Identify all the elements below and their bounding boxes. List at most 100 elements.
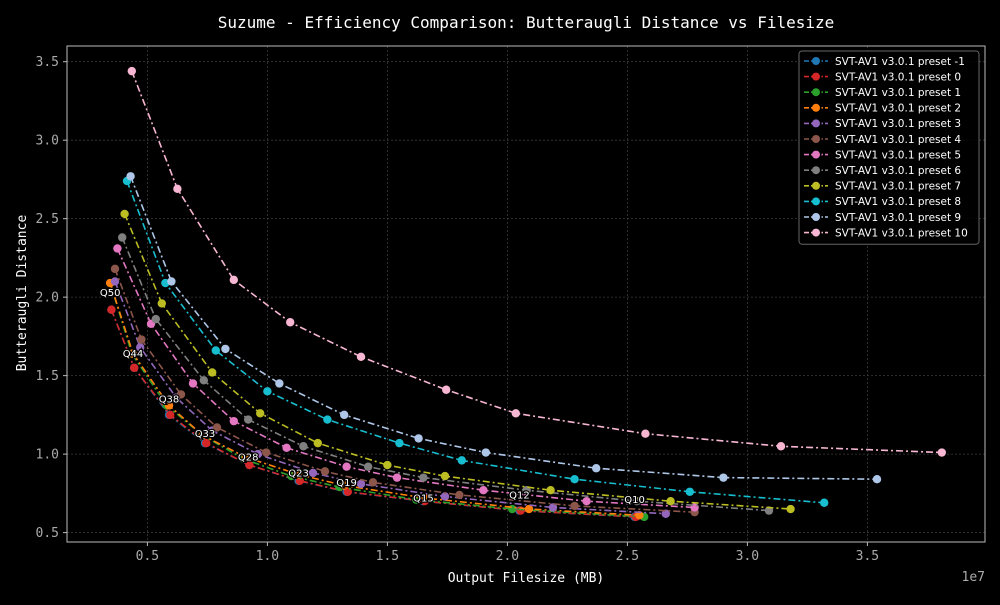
data-point [419,473,428,482]
data-point [522,486,531,495]
data-point [275,379,284,388]
data-point [245,460,254,470]
data-point [442,385,451,394]
data-point [421,493,430,503]
legend-entry: SVT-AV1 v3.0.1 preset 4 [804,134,961,146]
data-point [173,184,182,194]
quality-annotation: Q23 [288,468,309,479]
y-tick-label: 1.5 [36,369,59,384]
legend-label: SVT-AV1 v3.0.1 preset 4 [835,134,961,146]
legend-entry: SVT-AV1 v3.0.1 preset 1 [804,87,961,99]
data-point [294,470,303,479]
data-point [244,415,253,424]
legend-entry: SVT-AV1 v3.0.1 preset 0 [804,71,961,83]
data-point [126,172,135,181]
data-point [524,504,534,514]
legend-entry: SVT-AV1 v3.0.1 preset 9 [804,212,961,224]
data-point [229,416,238,426]
data-point [199,376,208,385]
data-point [786,504,795,514]
data-point [364,462,373,471]
legend-swatch-marker [812,72,820,81]
x-tick-label: 3.0 [736,549,759,564]
series-3 [106,278,644,520]
quality-annotation: Q12 [509,490,530,501]
legend-entry: SVT-AV1 v3.0.1 preset 7 [804,181,961,193]
data-point [666,496,675,506]
data-point [151,314,160,324]
data-point [229,275,238,285]
data-point [685,487,694,496]
data-point [299,442,308,451]
data-point [395,438,404,448]
series-7 [118,233,774,515]
data-point [253,449,262,459]
legend-swatch-marker [812,166,820,175]
series-4 [110,277,670,518]
data-point [546,486,555,495]
legend-label: SVT-AV1 v3.0.1 preset -1 [835,56,965,68]
quality-annotation: Q38 [159,395,180,406]
data-point [107,305,116,314]
data-point [166,410,175,420]
legend: SVT-AV1 v3.0.1 preset -1 SVT-AV1 v3.0.1 p… [798,50,980,245]
data-point [137,335,146,344]
legend-entry: SVT-AV1 v3.0.1 preset 3 [804,118,961,130]
series-line [129,176,878,480]
legend-label: SVT-AV1 v3.0.1 preset 9 [835,212,961,224]
legend-label: SVT-AV1 v3.0.1 preset 6 [835,165,961,177]
legend-swatch-marker [812,228,820,237]
data-point [241,453,250,462]
quality-annotation: Q44 [123,349,144,360]
data-point [323,415,332,424]
y-tick-label: 2.5 [36,212,59,227]
data-point [202,438,211,448]
y-tick-label: 1.0 [36,448,59,463]
series-layer [106,66,946,522]
series-line [131,70,942,454]
x-tick-label: 0.5 [136,549,159,564]
series-5 [110,264,699,517]
legend-swatch-marker [812,181,820,190]
data-point [457,456,466,465]
data-point [167,277,176,286]
data-point [582,496,591,506]
data-point [440,471,450,481]
data-point [508,504,517,514]
legend-box [798,50,980,245]
data-point [157,299,166,308]
data-point [127,66,136,76]
data-point [392,473,402,482]
legend-swatch-marker [812,119,820,128]
data-point [282,443,291,453]
series-11 [127,66,946,457]
data-point [262,448,271,457]
data-point [110,277,120,286]
data-point [632,496,642,506]
quality-annotation: Q28 [238,453,259,464]
data-point [198,431,207,440]
data-point [343,487,352,496]
legend-entry: SVT-AV1 v3.0.1 preset -1 [804,56,965,68]
data-point [320,467,330,476]
x-tick-label: 3.5 [856,549,879,564]
data-point [479,486,488,495]
data-point [208,368,217,377]
quality-annotation: Q10 [624,495,645,506]
quality-annotation: Q15 [413,494,434,505]
series-line [109,282,640,517]
data-point [481,448,490,457]
legend-label: SVT-AV1 v3.0.1 preset 7 [835,181,961,193]
legend-entry: SVT-AV1 v3.0.1 preset 2 [804,103,961,115]
legend-swatch-marker [812,88,820,97]
legend-swatch-marker [812,213,820,221]
annotation-layer: Q50 Q44 Q38 Q33 Q28 Q23 Q19 Q15 Q12 Q10 [99,287,647,508]
series-9 [122,176,829,507]
legend-entry: SVT-AV1 v3.0.1 preset 10 [804,227,968,239]
data-point [176,390,186,399]
series-line [110,309,636,518]
legend-swatch-marker [812,197,820,206]
data-point [263,387,272,396]
